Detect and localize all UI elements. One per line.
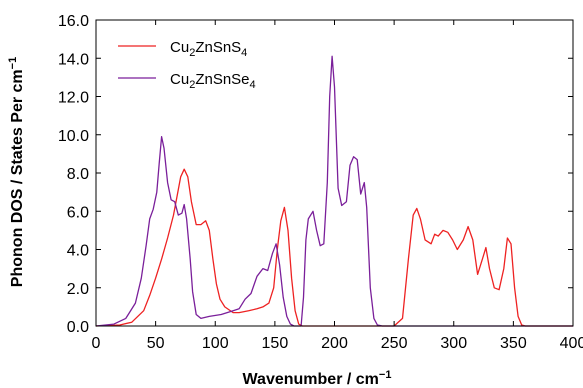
- legend: Cu2ZnSnS4 Cu2ZnSnSe4: [118, 39, 256, 91]
- x-tick-label: 50: [147, 335, 165, 352]
- y-tick-label: 8.0: [67, 166, 89, 183]
- x-tick-label: 300: [440, 335, 467, 352]
- x-tick-label: 400: [560, 335, 583, 352]
- x-tick-label: 150: [262, 335, 289, 352]
- legend-label-2: Cu2ZnSnSe4: [170, 71, 256, 91]
- ticks: 0 50 100 150 200 250 300 350 400 0.0 2.0 4.0 6.0 8.0 1…: [58, 13, 583, 352]
- y-tick-label: 12.0: [58, 90, 89, 107]
- series-line-2: [95, 55, 573, 327]
- legend-label-1: Cu2ZnSnS4: [170, 39, 247, 59]
- x-tick-label: 250: [381, 335, 408, 352]
- series-line-1: [95, 168, 573, 327]
- x-axis-label: Wavenumber / cm−1: [243, 369, 392, 388]
- y-tick-label: 4.0: [67, 243, 89, 260]
- y-tick-label: 14.0: [58, 51, 89, 68]
- x-tick-label: 0: [92, 335, 101, 352]
- y-tick-label: 6.0: [67, 204, 89, 221]
- x-tick-label: 200: [321, 335, 348, 352]
- x-tick-label: 350: [500, 335, 527, 352]
- y-tick-label: 2.0: [67, 281, 89, 298]
- y-axis-label: Phonon DOS / States Per cm−1: [7, 57, 26, 287]
- x-tick-label: 100: [202, 335, 229, 352]
- plot-area: [95, 55, 573, 327]
- y-tick-label: 0.0: [67, 319, 89, 336]
- y-tick-label: 16.0: [58, 13, 89, 30]
- y-tick-label: 10.0: [58, 128, 89, 145]
